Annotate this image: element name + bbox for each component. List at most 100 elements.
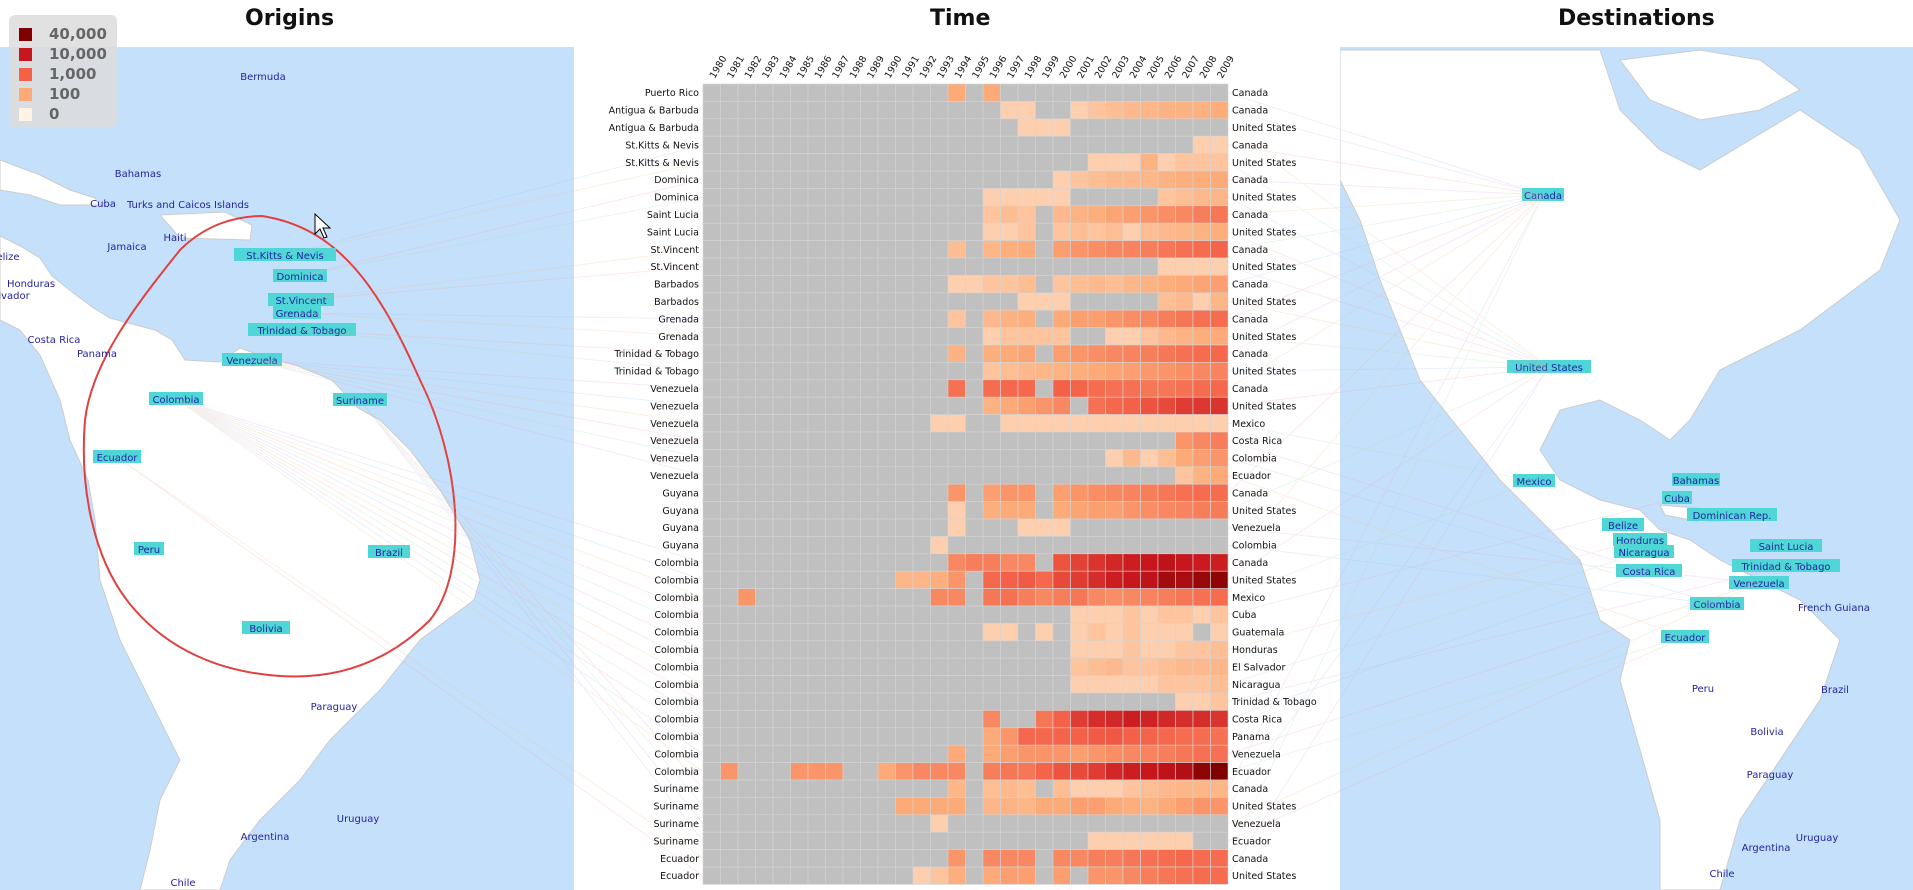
heatmap-cell	[1070, 501, 1089, 520]
heatmap-cell	[1175, 744, 1194, 763]
destinations-land-arctic	[1619, 49, 1801, 121]
heatmap-cell	[1000, 553, 1019, 572]
heatmap-cell	[702, 657, 721, 676]
heatmap-cell	[1157, 205, 1176, 224]
heatmap-cell	[1017, 240, 1036, 259]
heatmap-cell	[1087, 866, 1106, 885]
destination-place-label: Nicaragua	[1619, 548, 1670, 559]
heatmap-cell	[1105, 188, 1124, 207]
heatmap-cell	[930, 83, 949, 102]
heatmap-cell	[965, 831, 984, 850]
destination-row-label: United States	[1232, 123, 1296, 134]
heatmap-cell	[877, 623, 896, 642]
heatmap-cell	[1157, 692, 1176, 711]
heatmap-cell	[1105, 588, 1124, 607]
heatmap-cell	[790, 449, 809, 468]
heatmap-cell	[737, 588, 756, 607]
heatmap-cell	[1035, 449, 1054, 468]
heatmap-cell	[965, 83, 984, 102]
heatmap-cell	[1105, 675, 1124, 694]
heatmap-cell	[702, 466, 721, 485]
heatmap-cell	[1017, 379, 1036, 398]
heatmap-cell	[877, 866, 896, 885]
heatmap-cell	[1210, 222, 1229, 241]
heatmap-cell	[842, 588, 861, 607]
heatmap-cell	[720, 501, 739, 520]
heatmap-cell	[755, 744, 774, 763]
heatmap-cell	[1000, 536, 1019, 555]
heatmap-cell	[807, 344, 826, 363]
flow-line	[175, 398, 704, 772]
origin-row-label: Dominica	[654, 175, 699, 186]
heatmap-cell	[895, 623, 914, 642]
origin-row-label: Colombia	[654, 715, 699, 726]
heatmap-cell	[772, 640, 791, 659]
heatmap-cell	[982, 710, 1001, 729]
heatmap-cell	[1192, 831, 1211, 850]
heatmap-cell	[825, 240, 844, 259]
heatmap-cell	[807, 118, 826, 137]
heatmap-cell	[755, 83, 774, 102]
heatmap-cell	[842, 205, 861, 224]
heatmap-cell	[1140, 431, 1159, 450]
heatmap-cell	[947, 257, 966, 276]
heatmap-cell	[947, 553, 966, 572]
heatmap-cell	[1175, 379, 1194, 398]
destination-row-label: Canada	[1232, 210, 1268, 221]
destination-place-label: French Guiana	[1798, 603, 1870, 614]
heatmap-cell	[720, 309, 739, 328]
heatmap-cell	[772, 536, 791, 555]
heatmap-cell	[1000, 692, 1019, 711]
heatmap-cell	[772, 257, 791, 276]
heatmap-cell	[930, 257, 949, 276]
heatmap-cell	[860, 727, 879, 746]
heatmap-cell	[930, 466, 949, 485]
heatmap-cell	[1122, 553, 1141, 572]
destination-place-label: Costa Rica	[1623, 567, 1676, 578]
heatmap-cell	[1070, 831, 1089, 850]
heatmap-cell	[1140, 118, 1159, 137]
heatmap-cell	[912, 692, 931, 711]
heatmap-cell	[1087, 727, 1106, 746]
heatmap-cell	[1035, 570, 1054, 589]
heatmap-cell	[860, 275, 879, 294]
heatmap-cell	[1105, 831, 1124, 850]
heatmap-cell	[982, 309, 1001, 328]
heatmap-cell	[772, 275, 791, 294]
heatmap-cell	[702, 727, 721, 746]
destination-row-label: United States	[1232, 158, 1296, 169]
flow-line	[1227, 551, 1645, 685]
heatmap-cell	[860, 431, 879, 450]
heatmap-cell	[1192, 501, 1211, 520]
heatmap-cell	[702, 762, 721, 781]
heatmap-cell	[895, 170, 914, 189]
origin-place-highlight	[273, 269, 327, 282]
heatmap-cell	[1122, 135, 1141, 154]
heatmap-cell	[1000, 605, 1019, 624]
heatmap-cell	[982, 379, 1001, 398]
heatmap-cell	[1052, 292, 1071, 311]
heatmap-cell	[772, 153, 791, 172]
heatmap-cell	[807, 640, 826, 659]
heatmap-cell	[842, 483, 861, 502]
heatmap-cell	[1017, 344, 1036, 363]
heatmap-cell	[1105, 309, 1124, 328]
heatmap-cell	[877, 275, 896, 294]
heatmap-cell	[1157, 327, 1176, 346]
heatmap-cell	[982, 483, 1001, 502]
heatmap-cell	[1140, 675, 1159, 694]
heatmap-cell	[825, 797, 844, 816]
heatmap-cell	[877, 518, 896, 537]
heatmap-cell	[702, 710, 721, 729]
destination-place-label: Venezuela	[1733, 579, 1784, 590]
heatmap-cell	[790, 379, 809, 398]
heatmap-cell	[895, 866, 914, 885]
heatmap-cell	[1175, 623, 1194, 642]
heatmap-cell	[1175, 118, 1194, 137]
heatmap-cell	[1087, 605, 1106, 624]
heatmap-cell	[982, 449, 1001, 468]
heatmap-cell	[965, 379, 984, 398]
heatmap-cell	[1000, 501, 1019, 520]
heatmap-cell	[1122, 240, 1141, 259]
heatmap-cell	[1210, 536, 1229, 555]
